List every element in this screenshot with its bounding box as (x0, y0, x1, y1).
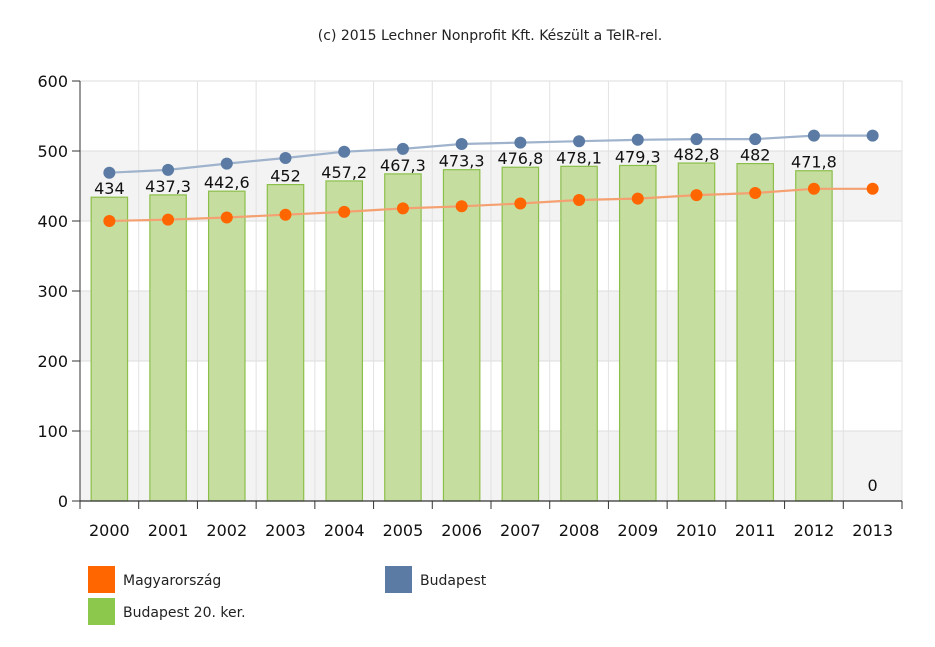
bar-series (90, 162, 833, 502)
line-series (109, 134, 873, 223)
series-point (103, 166, 116, 179)
series-point (807, 129, 820, 142)
bar (266, 184, 305, 502)
series-point (396, 202, 409, 215)
data-label: 442,6 (204, 173, 250, 192)
x-tick-label: 2000 (89, 521, 130, 540)
series-point (690, 189, 703, 202)
series-point (338, 145, 351, 158)
series-point (514, 136, 527, 149)
y-tick-label: 300 (37, 282, 68, 301)
x-tick-label: 2001 (148, 521, 189, 540)
series-point (866, 182, 879, 195)
series-line (109, 187, 873, 223)
bar (677, 162, 716, 502)
y-tick-label: 0 (58, 492, 68, 511)
line-points (103, 129, 879, 227)
series-point (573, 194, 586, 206)
legend: Magyarország Budapest Budapest 20. ker. (88, 566, 487, 625)
series-point (279, 152, 292, 164)
y-tick-label: 400 (37, 212, 68, 231)
series-point (807, 182, 820, 195)
data-label: 452 (270, 167, 301, 186)
data-label: 479,3 (615, 147, 661, 166)
data-label: 482,8 (674, 145, 720, 164)
series-point (162, 213, 175, 226)
x-tick-label: 2008 (559, 521, 600, 540)
data-label: 476,8 (497, 149, 543, 168)
bar (325, 180, 364, 502)
series-point (220, 157, 233, 170)
y-tick-label: 200 (37, 352, 68, 371)
bar (442, 169, 481, 502)
bar (501, 166, 540, 502)
data-label: 434 (94, 179, 125, 198)
data-label: 457,2 (321, 163, 367, 182)
legend-swatch (385, 566, 412, 593)
bar (90, 196, 129, 502)
x-tick-label: 2013 (852, 521, 893, 540)
x-tick-label: 2002 (206, 521, 247, 540)
bar (560, 165, 598, 502)
series-point (162, 163, 175, 176)
legend-label: Budapest 20. ker. (123, 605, 246, 621)
x-tick-label: 2005 (383, 521, 424, 540)
series-point (749, 187, 762, 199)
data-label: 482 (740, 146, 771, 165)
series-point (631, 133, 644, 146)
y-tick-label: 500 (37, 142, 68, 161)
series-point (103, 215, 116, 227)
chart-credit: (c) 2015 Lechner Nonprofit Kft. Készült … (318, 28, 662, 44)
x-tick-label: 2009 (617, 521, 658, 540)
legend-swatch (88, 566, 115, 593)
data-label: 437,3 (145, 177, 191, 196)
legend-swatch (88, 598, 115, 625)
series-point (338, 205, 351, 218)
x-tick-label: 2003 (265, 521, 306, 540)
series-point (455, 138, 468, 150)
x-tick-label: 2010 (676, 521, 717, 540)
bar (149, 194, 187, 502)
x-tick-label: 2004 (324, 521, 365, 540)
series-point (279, 208, 292, 221)
data-label: 478,1 (556, 148, 602, 167)
y-tick-label: 100 (37, 422, 68, 441)
series-point (631, 192, 644, 205)
data-label: 0 (868, 476, 878, 495)
data-labels: 434 437,3 442,6 452 457,2 467,3 473,3 476,8 478,… (94, 145, 878, 495)
data-label: 473,3 (439, 152, 485, 171)
series-point (690, 133, 703, 146)
x-tick-label: 2007 (500, 521, 541, 540)
axes: 0 100 200 300 400 500 600 2000 2001 2002 2003 2004 2… (37, 72, 903, 540)
bar (384, 173, 422, 502)
series-line (109, 134, 873, 174)
series-point (220, 211, 233, 224)
bar (795, 170, 833, 502)
data-label: 467,3 (380, 156, 426, 175)
series-point (573, 135, 586, 148)
y-tick-label: 600 (37, 72, 68, 91)
legend-label: Magyarország (123, 573, 221, 589)
series-point (749, 133, 762, 146)
series-point (455, 200, 468, 213)
bar (618, 164, 657, 502)
x-tick-label: 2012 (794, 521, 835, 540)
bar (736, 163, 775, 502)
series-point (396, 142, 409, 155)
bar (207, 190, 246, 502)
legend-label: Budapest (420, 573, 487, 589)
data-label: 471,8 (791, 153, 837, 172)
x-tick-label: 2006 (441, 521, 482, 540)
series-point (514, 197, 527, 210)
series-point (866, 129, 879, 142)
x-tick-label: 2011 (735, 521, 776, 540)
